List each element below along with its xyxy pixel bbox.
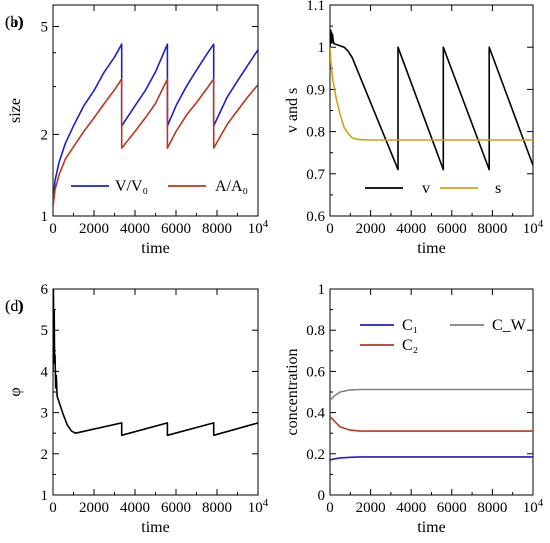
y-tick-label: 1.1 bbox=[306, 0, 325, 14]
series-line-phi bbox=[53, 289, 258, 437]
x-tick-label: 6000 bbox=[161, 500, 191, 516]
y-axis-label: v and s bbox=[284, 88, 301, 133]
x-tick-label: 104 bbox=[523, 218, 544, 237]
y-tick-label: 0.7 bbox=[306, 167, 325, 183]
y-tick-label: 2 bbox=[41, 127, 49, 143]
y-tick-label: 5 bbox=[41, 19, 49, 35]
y-tick-label: 1 bbox=[318, 282, 326, 298]
panel-label: (b) bbox=[5, 14, 24, 31]
x-tick-label: 8000 bbox=[202, 221, 232, 237]
y-tick-label: 2 bbox=[41, 447, 49, 463]
x-tick-label: 2000 bbox=[356, 221, 386, 237]
x-axis-label: time bbox=[417, 519, 445, 536]
y-tick-label: 1 bbox=[41, 488, 49, 504]
y-tick-label: 0.6 bbox=[306, 209, 325, 225]
legend-label: V/V₀ bbox=[115, 178, 148, 195]
panel-label: (a) bbox=[5, 14, 23, 31]
x-tick-label: 0 bbox=[49, 221, 57, 237]
x-tick-label: 2000 bbox=[79, 221, 109, 237]
x-tick-label: 6000 bbox=[437, 221, 467, 237]
series-line-C₂ bbox=[330, 416, 533, 432]
x-tick-label: 8000 bbox=[202, 500, 232, 516]
x-tick-label: 6000 bbox=[161, 221, 191, 237]
panel-label: (c) bbox=[5, 298, 23, 315]
plot-frame bbox=[52, 288, 259, 496]
x-axis-label: time bbox=[417, 240, 445, 257]
y-tick-label: 0.8 bbox=[306, 323, 325, 339]
series-line-s bbox=[330, 47, 533, 141]
y-axis-label: concentration bbox=[284, 348, 301, 435]
x-tick-label: 104 bbox=[523, 497, 544, 516]
plot-frame bbox=[329, 4, 534, 217]
y-tick-label: 0.2 bbox=[306, 447, 325, 463]
legend-label: C_W bbox=[492, 317, 527, 334]
x-tick-label: 0 bbox=[326, 500, 334, 516]
y-tick-label: 1 bbox=[318, 40, 326, 56]
legend-label: A/A₀ bbox=[215, 178, 248, 195]
y-axis-label: φ bbox=[7, 387, 24, 396]
y-tick-label: 0.4 bbox=[306, 406, 325, 422]
y-axis-label: size bbox=[7, 98, 24, 123]
series-line-v bbox=[330, 29, 533, 171]
panel-2: 0 2000 4000 6000 8000 104 0.6 0.7 0.8 0.9 1 1.1 time… bbox=[5, 0, 544, 257]
x-tick-label: 4000 bbox=[120, 500, 150, 516]
x-tick-label: 6000 bbox=[437, 500, 467, 516]
series-line-C_W bbox=[330, 388, 533, 401]
legend-label: C₂ bbox=[402, 337, 418, 354]
series-line-A/A₀ bbox=[53, 78, 258, 207]
legend-label: C₁ bbox=[402, 317, 418, 334]
y-tick-label: 0.9 bbox=[306, 82, 325, 98]
x-tick-label: 104 bbox=[248, 218, 269, 237]
x-tick-label: 0 bbox=[326, 221, 334, 237]
y-tick-label: 0.6 bbox=[306, 364, 325, 380]
x-axis-label: time bbox=[141, 240, 169, 257]
x-axis-label: time bbox=[141, 519, 169, 536]
x-tick-label: 4000 bbox=[120, 221, 150, 237]
y-tick-label: 5 bbox=[41, 323, 49, 339]
x-tick-label: 2000 bbox=[79, 500, 109, 516]
panel-label: (d) bbox=[5, 298, 24, 315]
x-tick-label: 8000 bbox=[477, 500, 507, 516]
y-tick-label: 6 bbox=[41, 282, 49, 298]
x-tick-label: 4000 bbox=[396, 500, 426, 516]
panel-1: 0 2000 4000 6000 8000 104 1 2 5 time size (a) V/V₀ A/… bbox=[5, 4, 269, 257]
x-tick-label: 104 bbox=[248, 497, 269, 516]
y-tick-label: 3 bbox=[41, 406, 49, 422]
series-line-C₁ bbox=[330, 456, 533, 461]
y-tick-label: 4 bbox=[41, 364, 49, 380]
x-tick-label: 2000 bbox=[356, 500, 386, 516]
x-tick-label: 0 bbox=[49, 500, 57, 516]
y-tick-label: 0.8 bbox=[306, 125, 325, 141]
x-tick-label: 4000 bbox=[396, 221, 426, 237]
legend-label: s bbox=[495, 180, 501, 197]
y-tick-label: 0 bbox=[318, 488, 326, 504]
legend-label: v bbox=[422, 180, 430, 197]
panel-3: 0 2000 4000 6000 8000 104 1 2 3 4 5 6 time φ (c) bbox=[5, 282, 269, 536]
panel-4: 0 2000 4000 6000 8000 10400.20.40.60.81timeco… bbox=[5, 282, 544, 536]
y-tick-label: 1 bbox=[41, 209, 49, 225]
x-tick-label: 8000 bbox=[477, 221, 507, 237]
